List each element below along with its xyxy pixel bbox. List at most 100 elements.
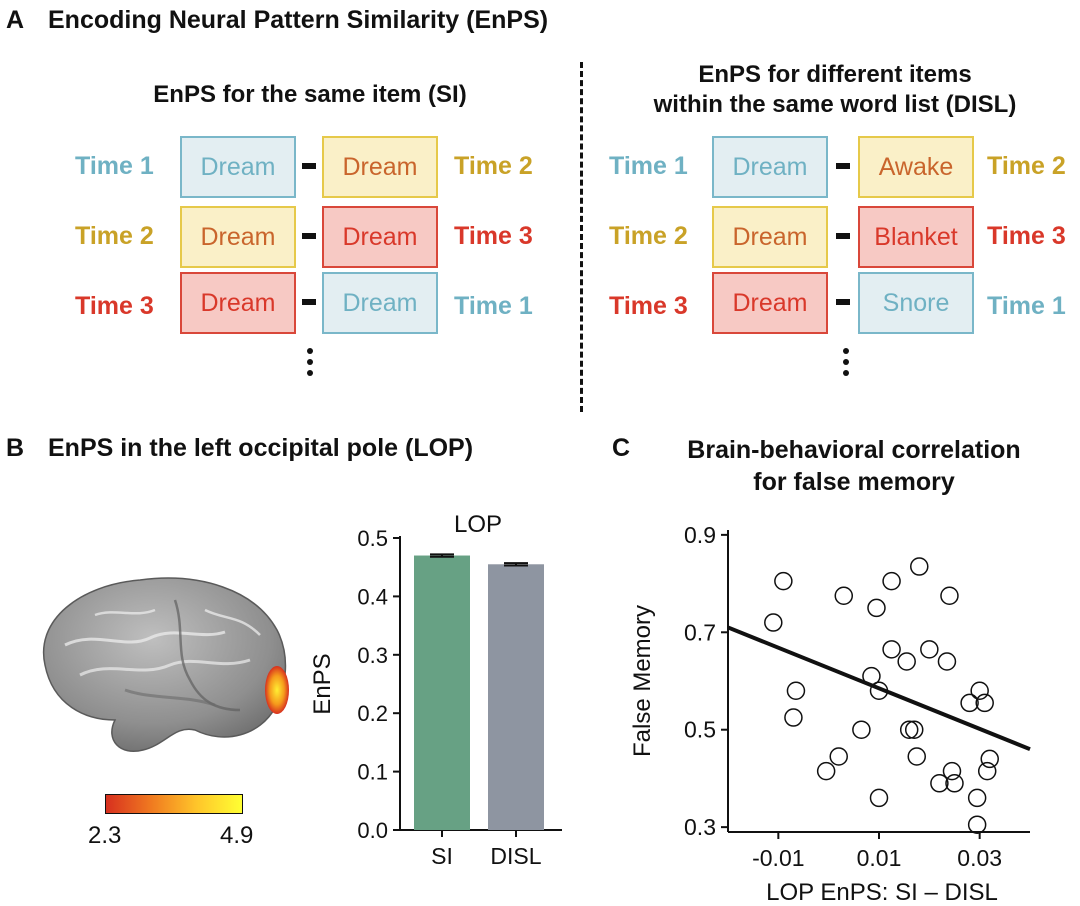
bar-y-tick-label: 0.0 <box>357 818 388 843</box>
scatter-point <box>975 693 994 713</box>
panel-b-title: EnPS in the left occipital pole (LOP) <box>48 434 474 462</box>
scatter-point <box>786 681 806 700</box>
disl-row-2-dash <box>836 233 850 239</box>
panel-divider <box>580 62 583 412</box>
scatter-point <box>930 774 949 793</box>
colorbar-max-label: 4.9 <box>220 822 254 849</box>
scatter-y-label: False Memory <box>629 605 656 757</box>
scatter-point <box>940 586 959 606</box>
scatter-point <box>942 761 962 781</box>
scatter-point <box>945 774 964 793</box>
scatter-point <box>764 613 783 632</box>
bar-y-tick-label: 0.3 <box>357 643 388 668</box>
scatter-x-tick-label: -0.01 <box>752 845 804 871</box>
scatter-x-tick-label: 0.03 <box>957 845 1002 871</box>
colorbar <box>105 794 243 814</box>
disl-row-1-dash <box>836 163 850 169</box>
disl-title: EnPS for different items within the same… <box>590 60 1080 120</box>
si-row-3-time-left: Time 3 <box>75 292 154 320</box>
disl-title-line1: EnPS for different items <box>698 61 972 88</box>
brain-illustration <box>42 577 289 752</box>
si-ellipsis-icon <box>307 348 313 381</box>
disl-row-3-dash <box>836 299 850 305</box>
colorbar-gradient <box>106 795 242 813</box>
scatter-x-label: LOP EnPS: SI – DISL <box>766 879 998 906</box>
bar-y-tick-label: 0.1 <box>357 760 388 785</box>
si-row-2-dash <box>302 233 316 239</box>
panel-a-letter: A <box>6 6 25 34</box>
scatter-point <box>910 557 929 576</box>
scatter-point <box>869 788 889 808</box>
disl-row-2-word-left: Dream <box>712 206 828 268</box>
scatter-point <box>774 571 793 591</box>
scatter-point <box>920 640 939 659</box>
bar-si <box>414 555 470 830</box>
si-title: EnPS for the same item (SI) <box>153 81 467 108</box>
si-row-3-word-left: Dream <box>180 272 296 334</box>
bar-chart-title: LOP <box>454 511 502 538</box>
bar-y-tick-label: 0.4 <box>357 584 388 609</box>
bar-chart: 0.0 0.1 0.2 0.3 0.4 0.5 EnPS LOP SI DISL <box>309 511 562 869</box>
si-row-1-time-right: Time 2 <box>454 152 533 180</box>
scatter-point <box>977 761 997 781</box>
bar-disl <box>488 564 544 830</box>
si-row-3-time-right: Time 1 <box>454 292 533 320</box>
panel-c-title-line2: for false memory <box>753 468 955 496</box>
panel-c-title: Brain-behavioral correlation for false m… <box>648 434 1060 498</box>
scatter-point <box>882 571 901 591</box>
scatter-point <box>784 708 803 727</box>
scatter-point <box>937 652 957 671</box>
scatter-point <box>967 788 987 808</box>
scatter-point <box>816 761 836 781</box>
bar-x-tick-label: SI <box>431 843 453 869</box>
bar-y-label: EnPS <box>309 653 336 714</box>
activation-spot-icon <box>265 666 289 714</box>
si-row-2-word-right: Dream <box>322 206 438 268</box>
panel-a-title: Encoding Neural Pattern Similarity (EnPS… <box>48 6 549 34</box>
panel-b-letter: B <box>6 434 25 462</box>
scatter-point <box>970 681 989 700</box>
scatter-point <box>834 586 854 606</box>
disl-row-1-time-right: Time 2 <box>987 152 1066 180</box>
scatter-point <box>980 749 999 769</box>
scatter-point <box>897 652 916 671</box>
scatter-point <box>852 720 871 739</box>
scatter-point <box>907 747 926 766</box>
scatter-point <box>882 640 901 659</box>
disl-row-1-word-right: Awake <box>858 136 974 198</box>
disl-row-1-time-left: Time 1 <box>609 152 688 180</box>
disl-row-3-time-right: Time 1 <box>987 292 1066 320</box>
scatter-point <box>960 693 979 713</box>
bar-y-tick-label: 0.2 <box>357 701 388 726</box>
disl-row-3-word-left: Dream <box>712 272 828 334</box>
scatter-point <box>967 815 987 834</box>
si-row-2-time-left: Time 2 <box>75 222 154 250</box>
disl-row-3-time-left: Time 3 <box>609 292 688 320</box>
scatter-y-tick-label: 0.5 <box>684 717 716 743</box>
si-row-1-word-left: Dream <box>180 136 296 198</box>
disl-row-2-time-right: Time 3 <box>987 222 1066 250</box>
scatter-point <box>899 720 919 739</box>
si-row-1-word-right: Dream <box>322 136 438 198</box>
scatter-y-tick-label: 0.3 <box>684 814 716 840</box>
disl-row-2-word-right: Blanket <box>858 206 974 268</box>
scatter-point <box>904 720 924 739</box>
scatter-x-tick-label: 0.01 <box>857 845 902 871</box>
scatter-point <box>829 747 848 766</box>
si-row-1-dash <box>302 163 316 169</box>
disl-row-2-time-left: Time 2 <box>609 222 688 250</box>
colorbar-min-label: 2.3 <box>88 822 122 849</box>
bar-y-tick-label: 0.5 <box>357 526 388 551</box>
si-row-1-time-left: Time 1 <box>75 152 154 180</box>
panel-c-letter: C <box>612 434 631 462</box>
scatter-chart: 0.3 0.5 0.7 0.9 -0.01 0.01 0.03 LOP EnPS: SI – … <box>629 522 1031 906</box>
si-row-3-dash <box>302 299 316 305</box>
scatter-y-tick-label: 0.9 <box>684 522 716 548</box>
disl-title-line2: within the same word list (DISL) <box>653 91 1017 118</box>
regression-line <box>727 625 1031 752</box>
scatter-point <box>867 598 886 618</box>
si-row-3-word-right: Dream <box>322 272 438 334</box>
scatter-y-tick-label: 0.7 <box>684 619 716 645</box>
brain-shape <box>42 577 287 752</box>
disl-row-1-word-left: Dream <box>712 136 828 198</box>
